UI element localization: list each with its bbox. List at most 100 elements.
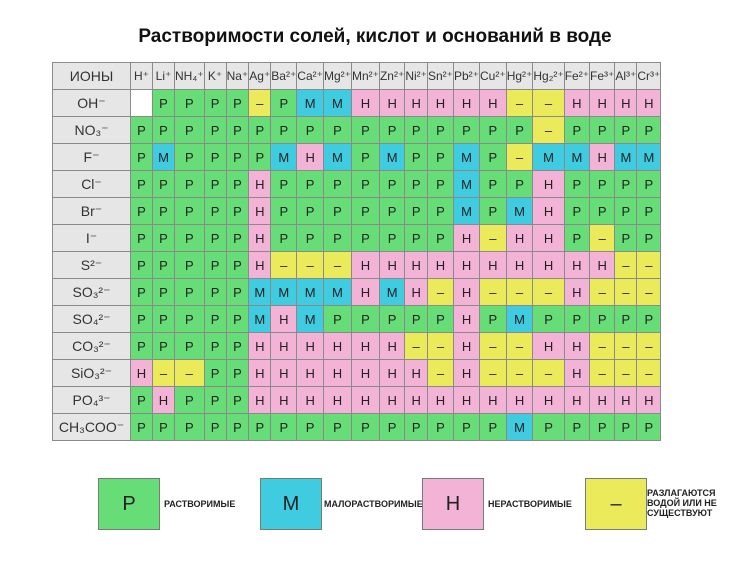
solubility-cell: Р — [225, 197, 250, 225]
solubility-cell: Р — [203, 386, 227, 414]
solubility-cell: Р — [248, 413, 272, 441]
solubility-cell: Р — [404, 143, 428, 171]
solubility-cell: Н — [505, 386, 534, 414]
solubility-cell: Р — [322, 116, 352, 144]
solubility-cell: Р — [404, 305, 428, 333]
solubility-cell: Н — [452, 251, 481, 279]
solubility-cell: Р — [426, 116, 455, 144]
solubility-cell: Р — [563, 224, 591, 252]
solubility-cell: Р — [225, 116, 250, 144]
solubility-cell: Р — [203, 170, 227, 198]
cation-header: Mn²⁺ — [350, 62, 380, 90]
solubility-cell: Н — [452, 278, 481, 306]
solubility-cell: Р — [563, 170, 591, 198]
solubility-cell: – — [426, 278, 455, 306]
solubility-cell: Н — [270, 359, 298, 387]
solubility-cell: Р — [174, 413, 205, 441]
solubility-cell: – — [636, 251, 662, 279]
solubility-cell: Р — [270, 413, 298, 441]
legend-soluble-box: Р — [98, 478, 160, 530]
solubility-cell: Н — [532, 332, 565, 360]
solubility-cell: Р — [203, 116, 227, 144]
solubility-cell: Р — [174, 143, 205, 171]
solubility-cell: Р — [322, 170, 352, 198]
anion-label: F⁻ — [52, 143, 131, 171]
solubility-cell: Р — [270, 116, 298, 144]
solubility-cell: – — [426, 332, 455, 360]
anion-label: S²⁻ — [52, 251, 131, 279]
solubility-cell: Р — [130, 386, 153, 414]
solubility-cell: Р — [225, 386, 250, 414]
solubility-cell: Н — [296, 143, 324, 171]
solubility-cell: Н — [404, 278, 428, 306]
solubility-cell: Н — [350, 278, 380, 306]
solubility-cell: Н — [248, 251, 272, 279]
solubility-cell: Н — [532, 386, 565, 414]
solubility-cell: – — [589, 224, 616, 252]
solubility-cell: – — [479, 359, 507, 387]
solubility-cell: М — [322, 143, 352, 171]
solubility-cell: Р — [378, 116, 406, 144]
solubility-cell: Н — [505, 251, 534, 279]
solubility-cell: Н — [248, 386, 272, 414]
solubility-cell: Н — [270, 386, 298, 414]
solubility-cell: – — [296, 251, 324, 279]
solubility-cell: Р — [479, 305, 507, 333]
solubility-cell: Н — [404, 359, 428, 387]
solubility-cell: М — [378, 278, 406, 306]
solubility-cell: Н — [589, 386, 616, 414]
table-row: SO₄²⁻ Р Р Р Р Р М Н М Р Р Р Р Р Н Р М Р Р Р Р Р — [52, 305, 662, 333]
solubility-cell: М — [322, 278, 352, 306]
solubility-cell: Р — [152, 170, 175, 198]
solubility-cell: Н — [563, 89, 591, 117]
solubility-cell: Р — [350, 116, 380, 144]
table-row: CO₃²⁻ Р Р Р Р Р Н Н Н Н Н Н – – Н – – Н Н – – – — [52, 332, 662, 360]
solubility-cell: Р — [426, 305, 455, 333]
solubility-cell: Р — [322, 413, 352, 441]
solubility-cell: Р — [248, 143, 272, 171]
solubility-cell: Н — [248, 170, 272, 198]
solubility-cell: Н — [350, 386, 380, 414]
solubility-cell: Р — [589, 197, 616, 225]
solubility-cell: Р — [452, 116, 481, 144]
solubility-cell: М — [505, 305, 534, 333]
solubility-cell: – — [479, 224, 507, 252]
solubility-cell: Р — [636, 224, 662, 252]
solubility-cell: Р — [174, 170, 205, 198]
solubility-cell: Н — [130, 359, 153, 387]
legend-decomposes-box: – — [585, 478, 647, 530]
solubility-cell: Р — [614, 224, 638, 252]
solubility-cell: Н — [248, 224, 272, 252]
solubility-cell: – — [636, 278, 662, 306]
solubility-cell: Р — [322, 197, 352, 225]
solubility-cell: Р — [350, 224, 380, 252]
solubility-cell: Р — [378, 224, 406, 252]
solubility-cell: Р — [350, 305, 380, 333]
solubility-cell: – — [479, 332, 507, 360]
solubility-cell: Н — [452, 224, 481, 252]
solubility-cell: Н — [296, 359, 324, 387]
solubility-cell: Р — [270, 89, 298, 117]
cation-header: Li⁺ — [152, 62, 175, 90]
solubility-cell: – — [505, 89, 534, 117]
table-row: PO₄³⁻ Р Н Р Р Р Н Н Н Н Н Н Н Н Н Н Н Н Н Н Н Н — [52, 386, 662, 414]
legend-decomposes-label: РАЗЛАГАЮТСЯ ВОДОЙ ИЛИ НЕ СУЩЕСТВУЮТ — [647, 488, 717, 518]
solubility-cell: Н — [563, 386, 591, 414]
solubility-cell: Н — [426, 386, 455, 414]
cation-header: Fe³⁺ — [589, 62, 616, 90]
cation-header: Na⁺ — [225, 62, 250, 90]
solubility-cell: Р — [174, 386, 205, 414]
table-row: F⁻ Р М Р Р Р Р М Н М Р М Р Р М Р – М М Н М М — [52, 143, 662, 171]
solubility-cell: Р — [152, 413, 175, 441]
solubility-cell: М — [322, 89, 352, 117]
page-title: Растворимости солей, кислот и оснований … — [138, 26, 612, 47]
solubility-cell: Р — [296, 413, 324, 441]
solubility-cell: Р — [532, 413, 565, 441]
solubility-cell: Н — [248, 359, 272, 387]
solubility-cell: Н — [563, 251, 591, 279]
solubility-cell: Н — [378, 89, 406, 117]
cation-header: Ba²⁺ — [270, 62, 298, 90]
solubility-cell: – — [589, 332, 616, 360]
solubility-cell: Р — [225, 251, 250, 279]
solubility-cell: Р — [225, 413, 250, 441]
